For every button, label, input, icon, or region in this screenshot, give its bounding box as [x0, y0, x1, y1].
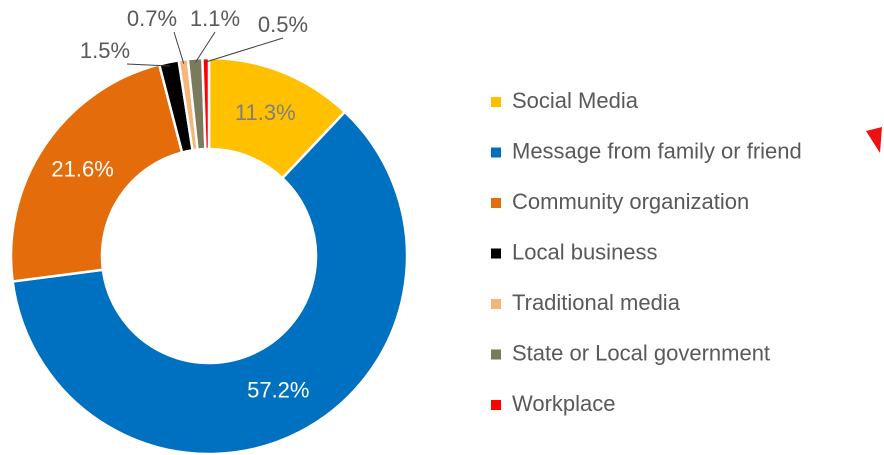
leader-line: [194, 31, 216, 63]
legend-swatch: [491, 299, 501, 309]
legend-label: Workplace: [512, 391, 616, 416]
legend-swatch: [491, 147, 501, 158]
data-label: 0.7%: [127, 6, 177, 31]
legend-label: State or Local government: [512, 340, 770, 365]
legend-label: Local business: [512, 239, 658, 264]
legend-label: Community organization: [512, 189, 749, 214]
leader-line: [126, 63, 170, 67]
leader-line: [205, 37, 284, 63]
donut-slice: [11, 110, 409, 455]
donut-slice: [201, 56, 211, 151]
data-label: 1.5%: [80, 38, 130, 63]
legend-swatch: [491, 97, 501, 107]
donut-slice: [9, 62, 184, 283]
data-label: 1.1%: [190, 6, 240, 31]
data-label: 11.3%: [235, 100, 296, 125]
legend-label: Message from family or friend: [512, 138, 802, 163]
data-label: 57.2%: [247, 378, 309, 403]
legend-label: Traditional media: [512, 290, 681, 315]
legend-label: Social Media: [512, 88, 639, 113]
leader-line: [173, 31, 185, 64]
legend-swatch: [491, 349, 501, 360]
data-label: 21.6%: [51, 156, 113, 181]
legend-swatch: [491, 198, 501, 208]
cursor-mark: [866, 127, 882, 153]
data-label: 0.5%: [258, 12, 308, 37]
legend-swatch: [491, 400, 501, 410]
legend-swatch: [491, 248, 501, 259]
